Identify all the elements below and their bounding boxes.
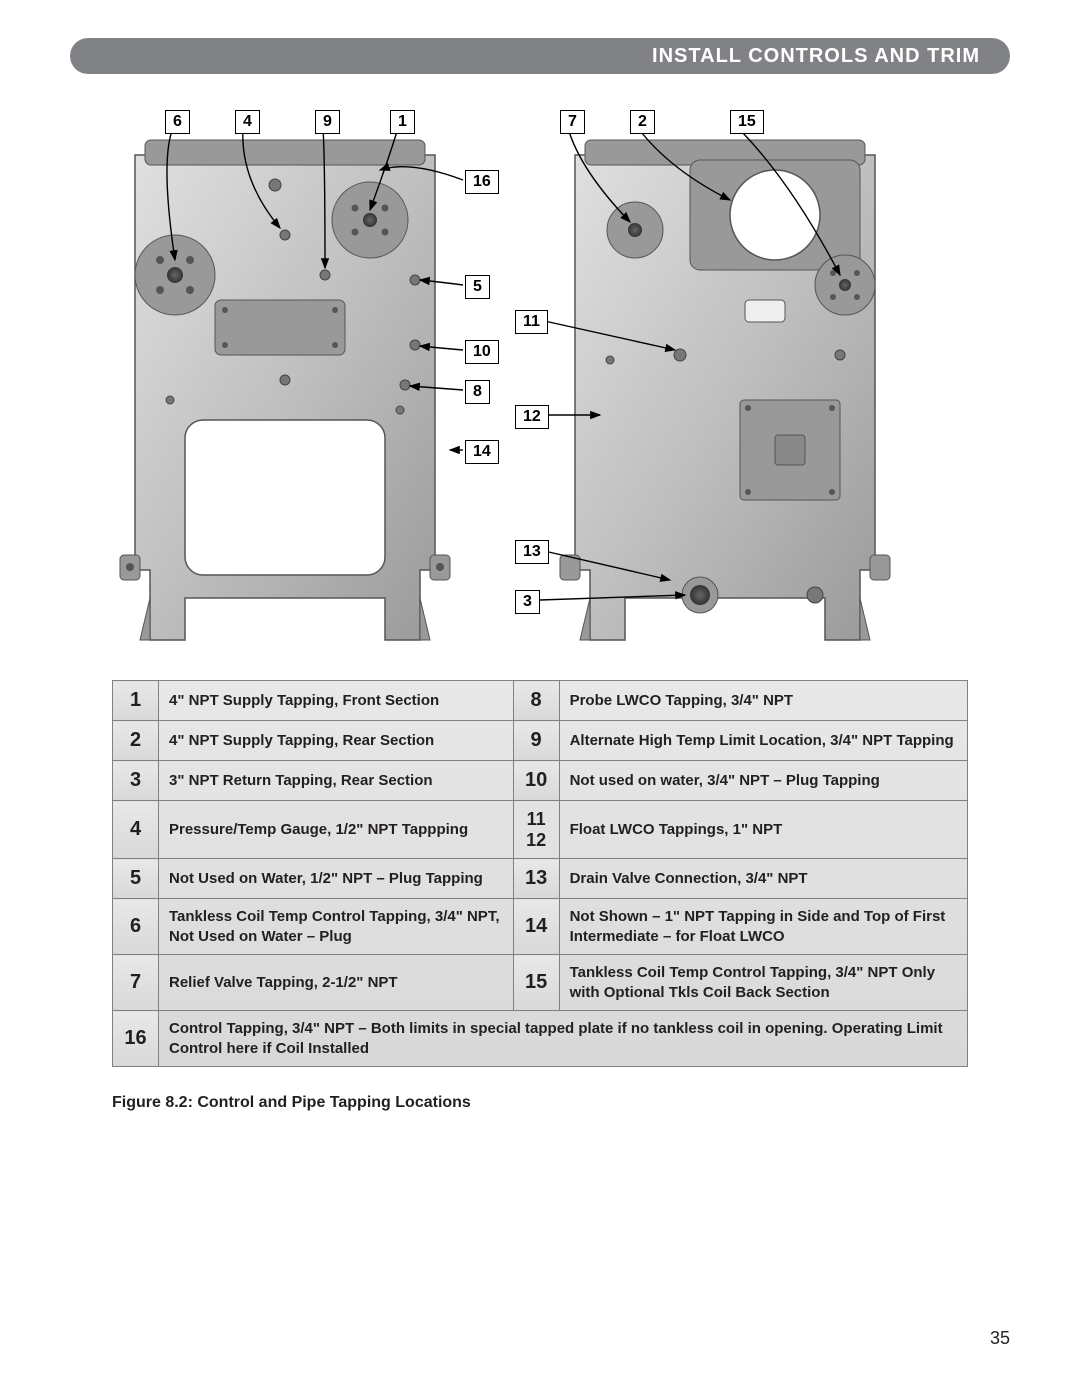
- row-num: 14: [513, 899, 559, 955]
- figure-caption: Figure 8.2: Control and Pipe Tapping Loc…: [112, 1094, 471, 1112]
- row-num: 5: [113, 859, 159, 899]
- row-desc: Alternate High Temp Limit Location, 3/4"…: [559, 721, 967, 761]
- row-num: 2: [113, 721, 159, 761]
- row-num: 3: [113, 761, 159, 801]
- table-row: 14" NPT Supply Tapping, Front Section8Pr…: [113, 681, 968, 721]
- row-num: 9: [513, 721, 559, 761]
- table-row: 16Control Tapping, 3/4" NPT – Both limit…: [113, 1011, 968, 1067]
- row-desc: Float LWCO Tappings, 1" NPT: [559, 801, 967, 859]
- row-desc: Tankless Coil Temp Control Tapping, 3/4"…: [159, 899, 514, 955]
- callout-14: 14: [465, 440, 499, 464]
- row-num: 4: [113, 801, 159, 859]
- table-row: 7Relief Valve Tapping, 2-1/2" NPT15Tankl…: [113, 955, 968, 1011]
- table-row: 4Pressure/Temp Gauge, 1/2" NPT Tappping1…: [113, 801, 968, 859]
- callout-10: 10: [465, 340, 499, 364]
- table-row: 33" NPT Return Tapping, Rear Section10No…: [113, 761, 968, 801]
- row-num: 6: [113, 899, 159, 955]
- table-row: 5Not Used on Water, 1/2" NPT – Plug Tapp…: [113, 859, 968, 899]
- row-desc: Not used on water, 3/4" NPT – Plug Tappi…: [559, 761, 967, 801]
- callout-2: 2: [630, 110, 655, 134]
- row-desc: Probe LWCO Tapping, 3/4" NPT: [559, 681, 967, 721]
- diagram: 6 4 9 1 16 5 10 8 14 7 2 15 11 12 13 3: [110, 100, 970, 660]
- row-num: 16: [113, 1011, 159, 1067]
- row-desc: Tankless Coil Temp Control Tapping, 3/4"…: [559, 955, 967, 1011]
- row-desc: Not Shown – 1" NPT Tapping in Side and T…: [559, 899, 967, 955]
- callout-13: 13: [515, 540, 549, 564]
- row-desc: Control Tapping, 3/4" NPT – Both limits …: [159, 1011, 968, 1067]
- row-desc: 4" NPT Supply Tapping, Front Section: [159, 681, 514, 721]
- header-title: INSTALL CONTROLS AND TRIM: [652, 45, 980, 68]
- row-num: 8: [513, 681, 559, 721]
- row-desc: Drain Valve Connection, 3/4" NPT: [559, 859, 967, 899]
- table-row: 6Tankless Coil Temp Control Tapping, 3/4…: [113, 899, 968, 955]
- callout-16: 16: [465, 170, 499, 194]
- row-num: 13: [513, 859, 559, 899]
- header-bar: INSTALL CONTROLS AND TRIM: [70, 38, 1010, 74]
- callout-11: 11: [515, 310, 548, 334]
- callout-6: 6: [165, 110, 190, 134]
- row-desc: Relief Valve Tapping, 2-1/2" NPT: [159, 955, 514, 1011]
- tapping-table: 14" NPT Supply Tapping, Front Section8Pr…: [112, 680, 968, 1067]
- diagram-svg: [110, 100, 970, 660]
- row-num: 10: [513, 761, 559, 801]
- table-row: 24" NPT Supply Tapping, Rear Section9Alt…: [113, 721, 968, 761]
- callout-8: 8: [465, 380, 490, 404]
- row-desc: Not Used on Water, 1/2" NPT – Plug Tappi…: [159, 859, 514, 899]
- row-num: 1: [113, 681, 159, 721]
- callout-12: 12: [515, 405, 549, 429]
- row-num: 7: [113, 955, 159, 1011]
- callout-15: 15: [730, 110, 764, 134]
- callout-1: 1: [390, 110, 415, 134]
- row-num: 15: [513, 955, 559, 1011]
- callout-3: 3: [515, 590, 540, 614]
- callout-5: 5: [465, 275, 490, 299]
- row-desc: 4" NPT Supply Tapping, Rear Section: [159, 721, 514, 761]
- callout-9: 9: [315, 110, 340, 134]
- page-number: 35: [990, 1328, 1010, 1349]
- row-desc: 3" NPT Return Tapping, Rear Section: [159, 761, 514, 801]
- callout-4: 4: [235, 110, 260, 134]
- row-desc: Pressure/Temp Gauge, 1/2" NPT Tappping: [159, 801, 514, 859]
- callout-7: 7: [560, 110, 585, 134]
- row-num: 1112: [513, 801, 559, 859]
- rear-section-panel: [560, 140, 890, 640]
